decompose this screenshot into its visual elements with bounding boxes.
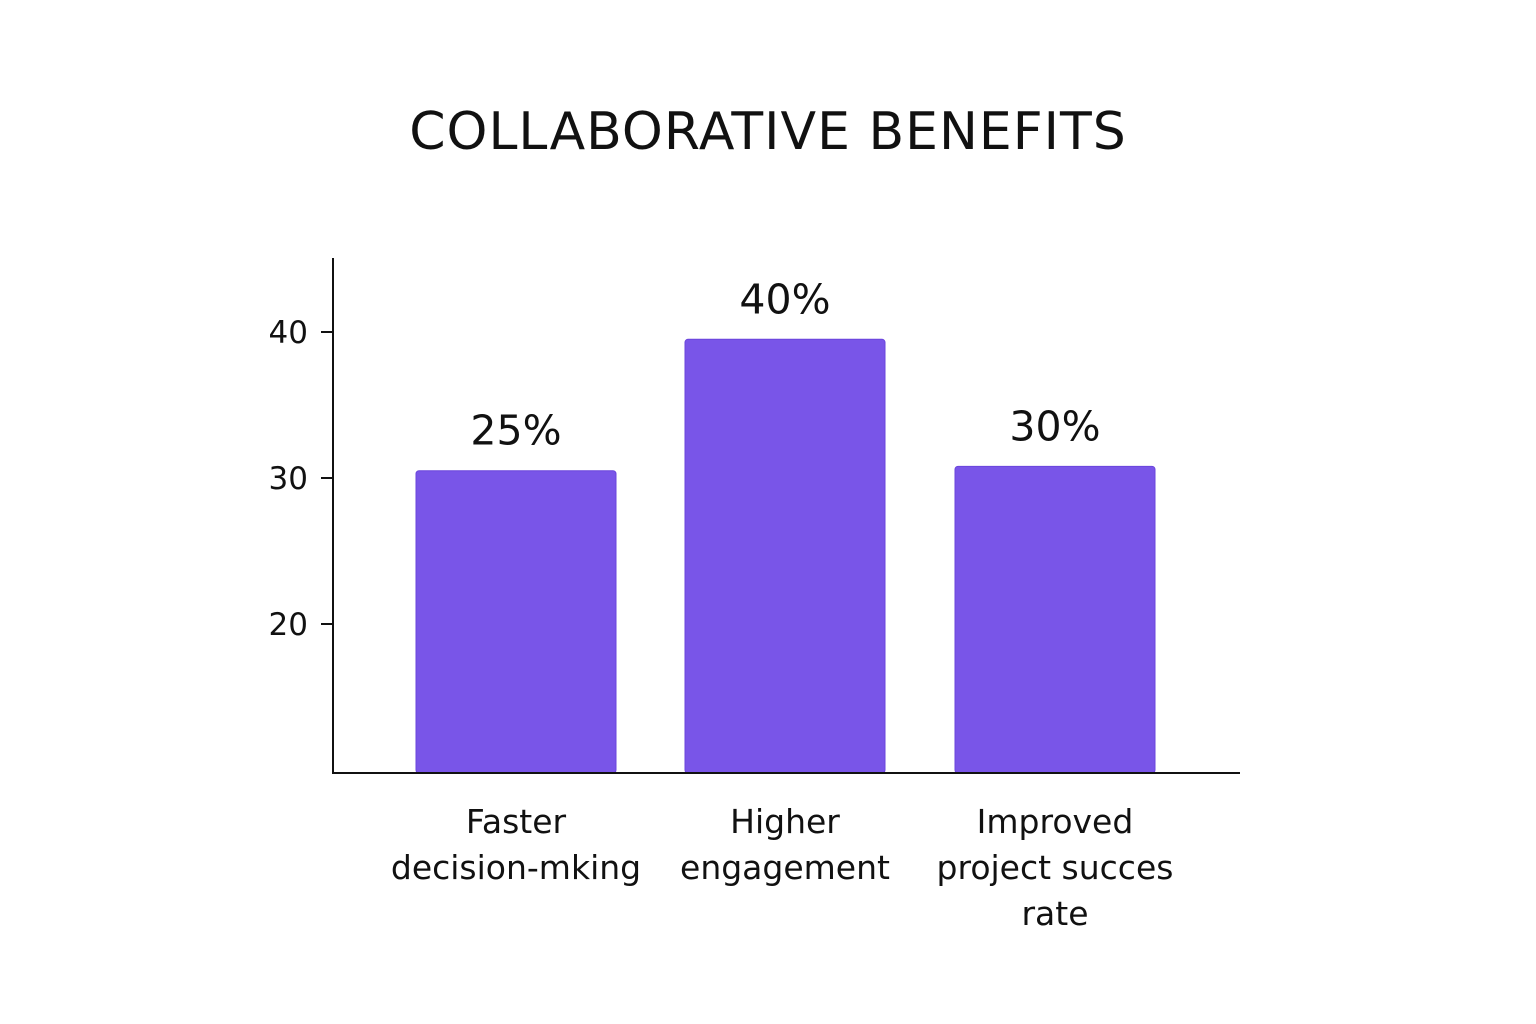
y-tick-label: 30: [269, 461, 308, 497]
axes-group: [321, 258, 1240, 774]
bar: [684, 338, 886, 774]
category-label: Higher: [730, 802, 840, 841]
chart-title: COLLABORATIVE BENEFITS: [409, 102, 1127, 162]
data-label: 40%: [739, 275, 830, 323]
category-label: Improved: [977, 802, 1134, 841]
category-label: decision-mking: [391, 848, 641, 887]
labels-group: 25% Faster decision-mking 40% Higher engageme…: [269, 275, 1174, 933]
category-label: project succes: [937, 848, 1174, 887]
category-label: Faster: [466, 802, 567, 841]
category-label: rate: [1021, 894, 1088, 933]
category-label: engagement: [680, 848, 890, 887]
bar: [954, 465, 1156, 774]
data-label: 25%: [470, 407, 561, 455]
y-tick-label: 20: [269, 607, 308, 643]
data-label: 30%: [1009, 402, 1100, 450]
bar: [415, 470, 617, 774]
y-tick-label: 40: [269, 315, 308, 351]
bars-group: [415, 338, 1156, 774]
